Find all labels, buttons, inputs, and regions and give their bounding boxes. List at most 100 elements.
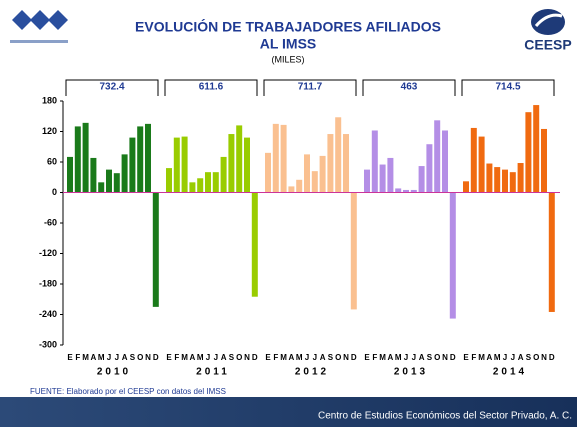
year-label: 2014 <box>493 367 527 378</box>
x-tick-label: D <box>252 353 258 362</box>
x-tick-label: M <box>379 353 386 362</box>
bar <box>272 123 279 193</box>
x-tick-label: M <box>395 353 402 362</box>
x-tick-label: N <box>442 353 448 362</box>
bar <box>106 169 112 193</box>
bar <box>236 125 243 193</box>
bar <box>387 157 394 193</box>
x-tick-label: J <box>206 353 210 362</box>
bar <box>517 163 524 193</box>
x-tick-label: J <box>305 353 309 362</box>
x-tick-label: O <box>434 353 440 362</box>
group-bracket <box>461 79 555 96</box>
x-tick-label: F <box>75 353 80 362</box>
bar <box>304 154 310 193</box>
bar <box>220 156 227 193</box>
x-tick-label: J <box>313 353 317 362</box>
bar <box>371 130 378 193</box>
bar <box>296 179 303 193</box>
x-tick-label: M <box>478 353 485 362</box>
bar <box>364 169 370 193</box>
bar <box>509 172 516 193</box>
group-total: 611.6 <box>199 82 224 93</box>
footer-bar <box>0 397 577 427</box>
x-tick-label: E <box>67 353 73 362</box>
x-tick-label: S <box>328 353 334 362</box>
x-tick-label: A <box>122 353 128 362</box>
x-tick-label: S <box>130 353 136 362</box>
bar <box>67 156 73 193</box>
x-tick-label: N <box>145 353 151 362</box>
x-tick-label: D <box>351 353 357 362</box>
group-total: 714.5 <box>495 82 520 93</box>
bar <box>418 166 425 193</box>
chart-title-line2: AL IMSS <box>260 36 317 52</box>
bar <box>463 181 469 193</box>
group-total: 711.7 <box>298 82 323 93</box>
x-tick-label: A <box>91 353 97 362</box>
x-tick-label: N <box>343 353 349 362</box>
logo-text: CEESP <box>524 37 571 53</box>
bar <box>205 172 211 193</box>
x-tick-label: A <box>221 353 227 362</box>
x-tick-label: A <box>518 353 524 362</box>
bar <box>288 186 295 193</box>
y-tick-label: -300 <box>39 339 57 349</box>
x-tick-label: M <box>197 353 204 362</box>
bar <box>486 163 493 193</box>
x-tick-label: D <box>549 353 555 362</box>
bar <box>548 192 555 312</box>
bar <box>494 167 501 193</box>
bar <box>319 155 326 193</box>
x-tick-label: A <box>487 353 493 362</box>
x-tick-label: J <box>412 353 416 362</box>
x-tick-label: A <box>190 353 196 362</box>
x-tick-label: O <box>335 353 341 362</box>
y-tick-label: 60 <box>47 156 57 166</box>
y-tick-label: 120 <box>42 126 57 136</box>
x-tick-label: F <box>273 353 278 362</box>
y-tick-label: 180 <box>42 95 57 105</box>
y-tick-label: -180 <box>39 278 57 288</box>
bar <box>434 120 441 193</box>
x-tick-label: J <box>511 353 515 362</box>
x-tick-label: J <box>115 353 119 362</box>
x-tick-label: M <box>494 353 501 362</box>
bar <box>82 122 89 193</box>
x-tick-label: J <box>214 353 218 362</box>
bar <box>181 136 188 193</box>
x-tick-label: D <box>153 353 159 362</box>
x-tick-label: F <box>174 353 179 362</box>
bar <box>449 192 456 319</box>
bar <box>121 154 128 193</box>
x-tick-label: F <box>471 353 476 362</box>
x-tick-label: E <box>463 353 469 362</box>
year-label: 2011 <box>196 367 230 378</box>
bar <box>541 128 547 193</box>
x-tick-label: S <box>427 353 433 362</box>
bar <box>311 171 318 193</box>
x-tick-label: S <box>229 353 235 362</box>
logo-left <box>10 10 68 43</box>
bar <box>410 189 417 193</box>
bar <box>335 117 342 193</box>
bar <box>244 137 250 193</box>
x-tick-label: A <box>320 353 326 362</box>
x-tick-label: O <box>533 353 539 362</box>
y-tick-label: -240 <box>39 309 57 319</box>
bar <box>74 126 81 193</box>
x-tick-label: J <box>503 353 507 362</box>
x-tick-label: A <box>289 353 295 362</box>
bar <box>197 178 204 193</box>
bar <box>152 192 159 307</box>
x-tick-label: M <box>181 353 188 362</box>
x-tick-label: N <box>541 353 547 362</box>
year-label: 2013 <box>394 367 428 378</box>
bar <box>403 189 409 193</box>
x-tick-label: J <box>107 353 111 362</box>
bar <box>228 134 235 193</box>
y-tick-label: 0 <box>52 187 57 197</box>
x-tick-label: M <box>296 353 303 362</box>
bar <box>327 134 334 193</box>
